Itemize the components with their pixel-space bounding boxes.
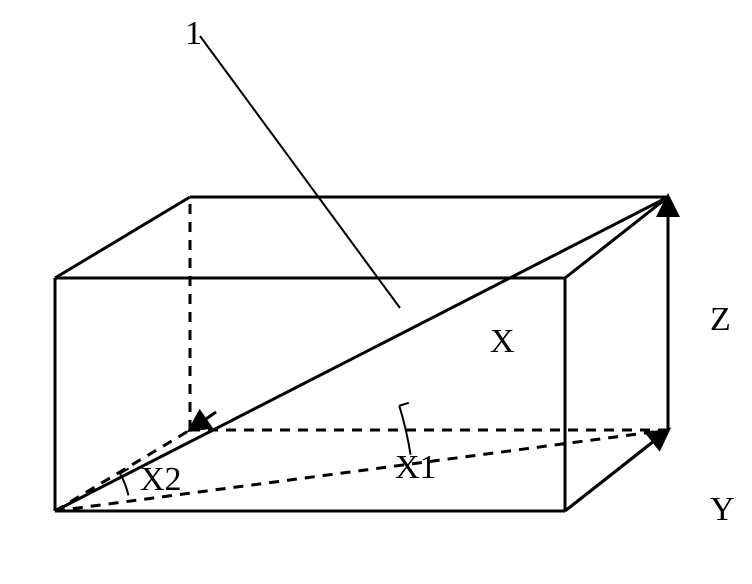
label-x1: X1	[395, 449, 437, 486]
cuboid-diagram: 1 X Z Y X1 X2	[0, 0, 752, 584]
axis-arrows	[565, 197, 668, 511]
label-x2: X2	[140, 461, 182, 498]
leader-line	[200, 36, 400, 308]
label-z: Z	[710, 301, 731, 338]
labels: 1 X Z Y X1 X2	[140, 15, 735, 528]
label-callout-1: 1	[185, 15, 202, 52]
label-x: X	[490, 323, 515, 360]
label-y: Y	[710, 491, 735, 528]
